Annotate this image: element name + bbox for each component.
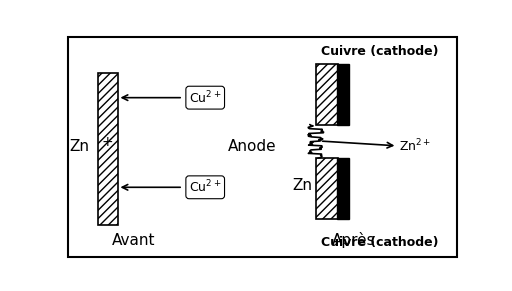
Text: Zn$^{2+}$: Zn$^{2+}$ — [399, 138, 432, 154]
Text: Cu$^{2+}$: Cu$^{2+}$ — [189, 179, 221, 196]
Bar — [316, 64, 338, 125]
Bar — [337, 158, 349, 219]
Bar — [98, 73, 118, 225]
Text: Cuivre (cathode): Cuivre (cathode) — [321, 236, 438, 249]
Text: Cu$^{2+}$: Cu$^{2+}$ — [189, 89, 221, 106]
Bar — [316, 158, 338, 219]
Text: Avant: Avant — [112, 233, 155, 248]
Text: Anode: Anode — [228, 139, 276, 155]
Text: Après: Après — [332, 232, 375, 248]
Text: +: + — [101, 136, 113, 150]
Bar — [337, 64, 349, 125]
Text: Zn: Zn — [292, 178, 312, 193]
Text: Cuivre (cathode): Cuivre (cathode) — [321, 45, 438, 58]
Text: Zn: Zn — [70, 139, 90, 155]
